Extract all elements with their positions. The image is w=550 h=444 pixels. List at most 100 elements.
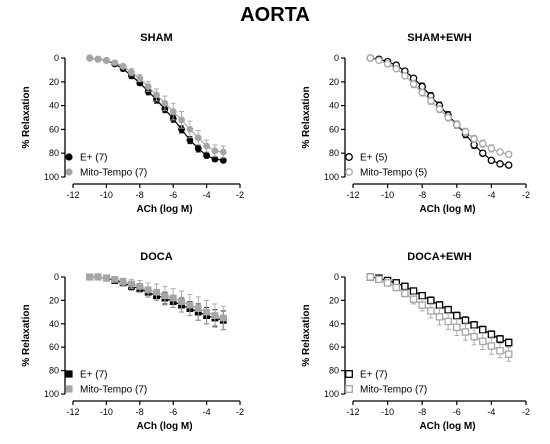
data-point <box>487 144 496 153</box>
data-point <box>470 135 478 143</box>
y-tick-label: 60 <box>49 124 59 134</box>
data-point <box>194 145 202 152</box>
data-point <box>203 152 210 159</box>
series-2 <box>86 54 227 159</box>
data-point <box>496 346 504 355</box>
data-point <box>366 54 375 62</box>
y-tick-label: 20 <box>329 295 339 305</box>
y-tick-label: 60 <box>49 342 59 352</box>
data-point <box>470 321 478 329</box>
legend: E+ (5) Mito-Tempo (5) <box>345 153 427 179</box>
data-point <box>409 287 418 295</box>
panel-title: SHAM+EWH <box>407 32 472 44</box>
y-axis-label: % Relaxation <box>21 86 32 148</box>
data-point <box>453 311 461 320</box>
data-point <box>487 156 496 165</box>
data-point <box>178 116 185 124</box>
x-tick-label: -2 <box>522 190 530 200</box>
data-point <box>409 295 418 303</box>
data-point <box>470 332 478 341</box>
x-axis-label: ACh (log M) <box>419 204 475 215</box>
panel-title: SHAM <box>140 32 172 44</box>
x-tick-label: -6 <box>169 407 177 417</box>
legend-marker <box>65 370 73 378</box>
data-point <box>211 147 219 155</box>
data-point <box>427 307 435 315</box>
y-axis-label: % Relaxation <box>301 304 312 366</box>
x-tick-label: -6 <box>453 407 461 417</box>
legend-marker <box>65 153 73 161</box>
x-tick-label: -6 <box>453 190 461 200</box>
data-point <box>219 314 227 322</box>
data-point <box>136 282 144 290</box>
data-point <box>103 56 110 64</box>
data-point <box>504 350 513 358</box>
data-point <box>504 338 513 347</box>
x-tick-label: -12 <box>346 190 359 200</box>
y-tick-label: 40 <box>49 319 59 329</box>
chart-panel-1: SHAM 0 20 40 60 80 100 -12 -10 -8 -6 -4 -2 ACh (log M… <box>21 32 244 215</box>
data-point <box>504 150 513 159</box>
data-point <box>153 288 160 296</box>
data-point <box>111 275 119 283</box>
data-point <box>144 83 152 90</box>
data-point <box>194 305 202 312</box>
data-point <box>128 280 135 288</box>
data-point <box>496 335 504 343</box>
data-point <box>478 325 487 334</box>
data-point <box>375 56 383 65</box>
data-point <box>435 313 444 321</box>
y-tick-label: 60 <box>329 342 339 352</box>
data-point <box>186 301 194 309</box>
legend-label: Mito-Tempo (7) <box>360 385 427 396</box>
y-axis-label: % Relaxation <box>301 86 312 148</box>
panel-title: DOCA+EWH <box>407 251 472 263</box>
legend-label: Mito-Tempo (7) <box>80 168 147 179</box>
data-point <box>461 128 470 136</box>
data-point <box>478 337 487 346</box>
data-point <box>401 289 409 298</box>
y-tick-label: 20 <box>49 295 59 305</box>
data-point <box>478 149 487 157</box>
y-tick-label: 100 <box>44 389 59 399</box>
data-point <box>487 330 496 339</box>
legend-label: E+ (5) <box>360 153 388 164</box>
y-tick-label: 0 <box>334 272 339 282</box>
x-tick-label: -2 <box>522 407 530 417</box>
x-tick-label: -10 <box>100 190 113 200</box>
data-point <box>169 108 177 115</box>
data-point <box>153 91 160 99</box>
y-tick-label: 60 <box>329 124 339 134</box>
data-point <box>219 148 227 156</box>
chart-panel-3: DOCA 0 20 40 60 80 100 -12 -10 -8 -6 -4 -2 ACh (log M… <box>21 251 244 432</box>
y-tick-label: 0 <box>54 53 59 63</box>
x-tick-label: -10 <box>381 407 394 417</box>
data-point <box>194 134 202 142</box>
data-point <box>435 105 444 113</box>
data-point <box>178 298 185 305</box>
legend: E+ (7) Mito-Tempo (7) <box>65 370 147 396</box>
y-tick-label: 20 <box>49 77 59 87</box>
data-point <box>383 60 392 68</box>
x-tick-label: -4 <box>203 407 211 417</box>
data-point <box>203 142 210 150</box>
data-point <box>496 148 504 156</box>
y-tick-label: 100 <box>324 389 339 399</box>
data-point <box>186 125 194 133</box>
y-tick-label: 80 <box>329 366 339 376</box>
x-tick-label: -8 <box>418 407 426 417</box>
x-tick-label: -4 <box>203 190 211 200</box>
data-point <box>111 59 119 67</box>
data-point <box>461 316 470 325</box>
data-point <box>418 88 426 97</box>
data-point <box>409 80 418 88</box>
legend-label: E+ (7) <box>80 370 108 381</box>
data-point <box>444 306 452 314</box>
legend-label: Mito-Tempo (7) <box>80 385 147 396</box>
data-point <box>86 273 94 281</box>
legend-marker <box>345 153 353 161</box>
data-point <box>128 68 135 76</box>
data-point <box>203 308 210 316</box>
x-tick-label: -8 <box>418 190 426 200</box>
